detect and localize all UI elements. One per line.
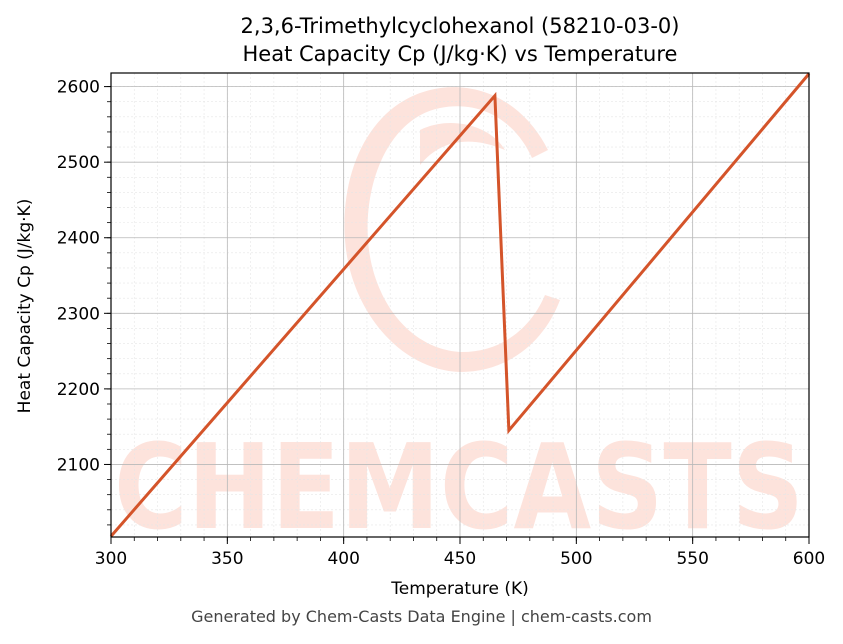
y-tick-label: 2100 — [57, 455, 100, 475]
x-axis-label: Temperature (K) — [390, 579, 529, 599]
chart-title-line1: 2,3,6-Trimethylcyclohexanol (58210-03-0) — [241, 14, 680, 38]
y-tick-label: 2200 — [57, 380, 100, 400]
watermark-text: CHEMCASTS — [114, 418, 804, 556]
x-tick-label: 400 — [327, 549, 359, 569]
y-axis-label: Heat Capacity Cp (J/kg·K) — [15, 199, 35, 414]
y-tick-label: 2300 — [57, 304, 100, 324]
y-tick-label: 2600 — [57, 78, 100, 98]
y-tick-label: 2500 — [57, 153, 100, 173]
axis-ticks — [104, 86, 810, 544]
x-tick-label: 550 — [676, 549, 708, 569]
footer-credit: Generated by Chem-Casts Data Engine | ch… — [191, 607, 652, 626]
watermark: CHEMCASTS — [114, 87, 804, 556]
series-line — [109, 72, 811, 538]
tick-labels: 300 350 400 450 500 550 600 2100 2200 2300 2400 250… — [57, 78, 825, 569]
watermark-logo-swirl-icon — [420, 122, 505, 165]
y-tick-label: 2400 — [57, 229, 100, 249]
chart-title-line2: Heat Capacity Cp (J/kg·K) vs Temperature — [243, 42, 678, 66]
x-tick-label: 350 — [211, 549, 243, 569]
x-tick-label: 600 — [793, 549, 825, 569]
major-grid — [110, 73, 810, 537]
x-tick-label: 300 — [95, 549, 127, 569]
x-tick-label: 500 — [560, 549, 592, 569]
x-tick-label: 450 — [444, 549, 476, 569]
series-layer — [109, 72, 811, 538]
